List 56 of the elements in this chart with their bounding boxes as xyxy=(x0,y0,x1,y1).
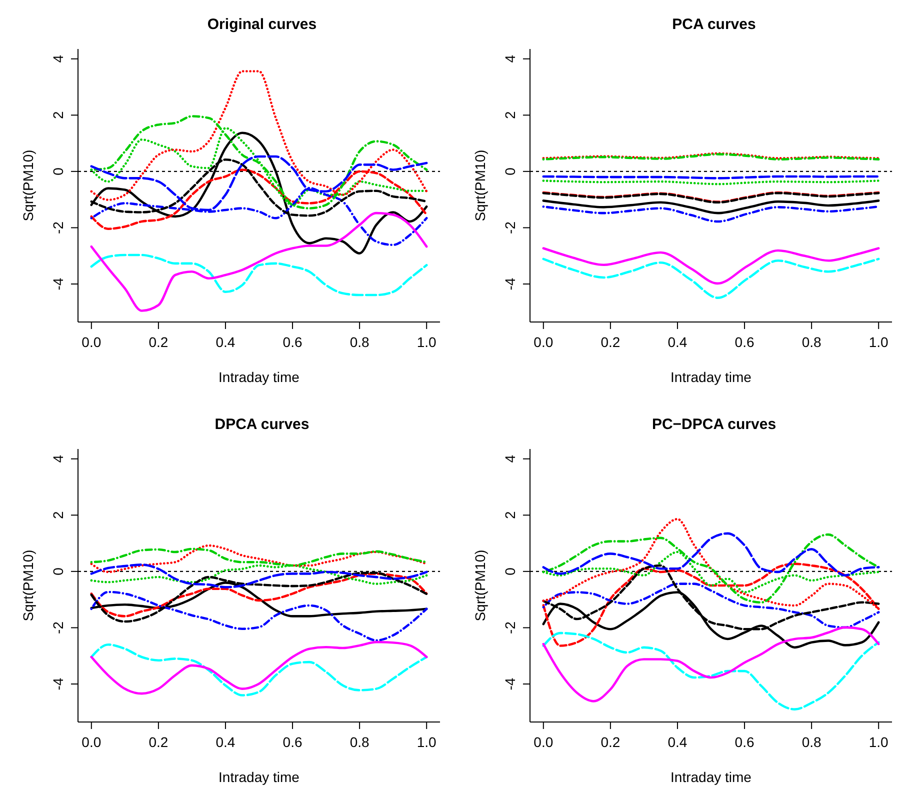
x-tick-label: 0.6 xyxy=(734,334,754,350)
chart-title: DPCA curves xyxy=(214,416,310,433)
y-tick-label: 4 xyxy=(502,54,518,63)
y-tick-label: -2 xyxy=(50,621,66,634)
x-tick-label: 0.0 xyxy=(82,334,102,350)
x-tick-label: 0.6 xyxy=(282,734,302,750)
x-tick-label: 0.8 xyxy=(802,734,822,750)
y-tick-label: 0 xyxy=(502,167,518,176)
chart-title: Original curves xyxy=(206,16,318,33)
y-tick-label: 2 xyxy=(50,511,66,520)
x-tick-label: 0.6 xyxy=(282,334,302,350)
y-tick-label: -2 xyxy=(502,221,518,234)
y-tick-label: 4 xyxy=(50,454,66,463)
y-tick-label: 2 xyxy=(50,111,66,120)
y-axis-title: Sqrt(PM10) xyxy=(20,150,36,222)
x-tick-label: 0.4 xyxy=(216,334,236,350)
x-axis-title: Intraday time xyxy=(670,769,752,785)
x-tick-label: 1.0 xyxy=(416,734,437,750)
x-tick-label: 1.0 xyxy=(868,734,889,750)
x-tick-label: 0.8 xyxy=(802,334,822,350)
y-tick-label: -2 xyxy=(50,221,66,234)
x-axis-title: Intraday time xyxy=(218,369,300,385)
x-tick-label: 0.4 xyxy=(668,734,688,750)
x-tick-label: 0.2 xyxy=(600,334,620,350)
y-tick-label: 2 xyxy=(502,111,518,120)
y-tick-label: 2 xyxy=(502,511,518,520)
x-tick-label: 0.8 xyxy=(350,334,370,350)
x-tick-label: 0.6 xyxy=(734,734,754,750)
y-tick-label: -4 xyxy=(50,678,66,690)
y-tick-label: -4 xyxy=(502,678,518,690)
y-tick-label: 4 xyxy=(502,454,518,463)
x-tick-label: 0.0 xyxy=(82,734,102,750)
y-tick-label: 4 xyxy=(50,54,66,63)
x-tick-label: 0.2 xyxy=(148,334,168,350)
y-tick-label: -2 xyxy=(502,621,518,634)
y-axis-title: Sqrt(PM10) xyxy=(20,550,36,622)
x-tick-label: 0.8 xyxy=(350,734,370,750)
x-tick-label: 0.2 xyxy=(600,734,620,750)
x-tick-label: 0.0 xyxy=(534,734,554,750)
x-tick-label: 0.0 xyxy=(534,334,554,350)
x-axis-title: Intraday time xyxy=(670,369,752,385)
x-tick-label: 0.4 xyxy=(216,734,236,750)
x-tick-label: 1.0 xyxy=(868,334,889,350)
y-tick-label: 0 xyxy=(50,167,66,176)
y-tick-label: 0 xyxy=(502,567,518,576)
y-axis-title: Sqrt(PM10) xyxy=(472,550,488,622)
x-tick-label: 0.2 xyxy=(148,734,168,750)
x-tick-label: 0.4 xyxy=(668,334,688,350)
y-tick-label: -4 xyxy=(502,278,518,290)
y-tick-label: -4 xyxy=(50,278,66,290)
y-axis-title: Sqrt(PM10) xyxy=(472,150,488,222)
chart-title: PCA curves xyxy=(671,16,757,33)
x-tick-label: 1.0 xyxy=(416,334,437,350)
x-axis-title: Intraday time xyxy=(218,769,300,785)
y-tick-label: 0 xyxy=(50,567,66,576)
chart-title: PC−DPCA curves xyxy=(650,416,778,433)
